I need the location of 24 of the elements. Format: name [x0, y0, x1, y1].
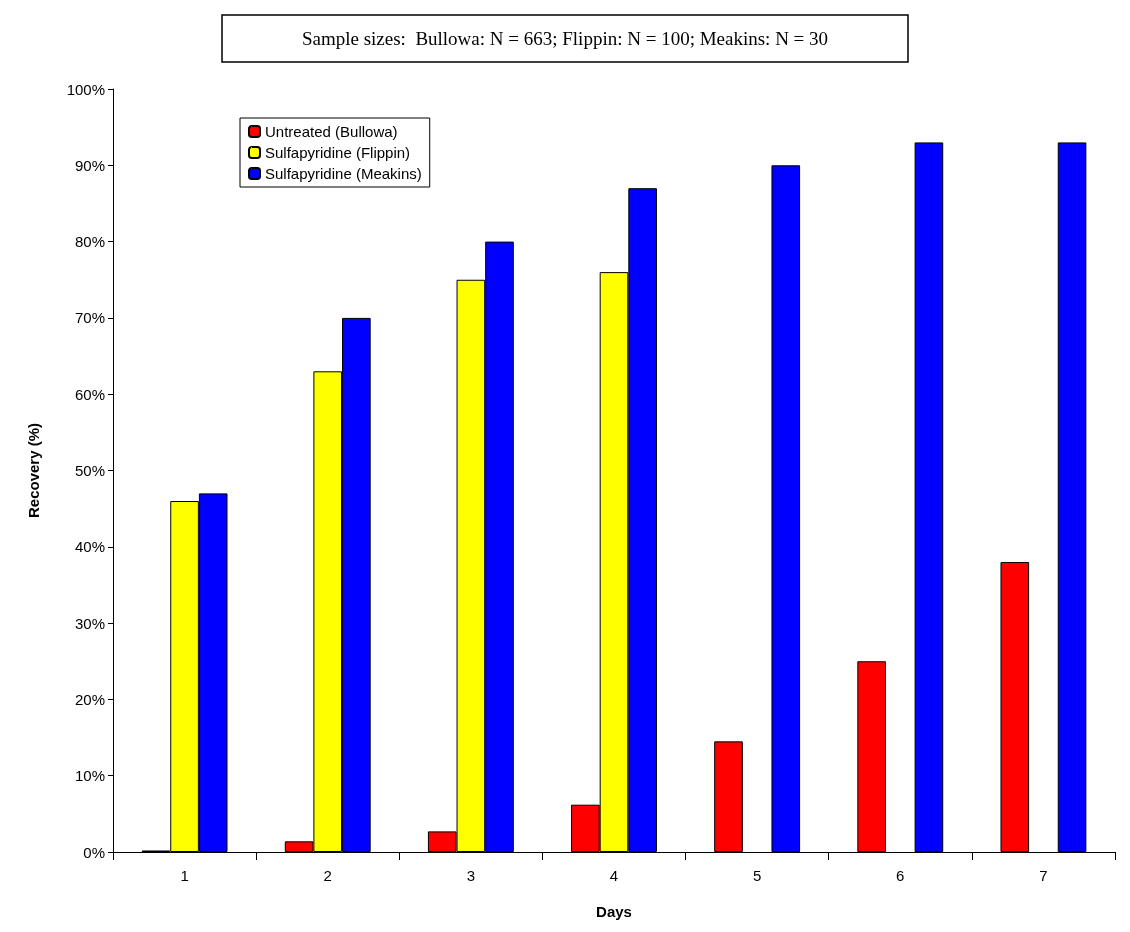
- y-tick-label: 50%: [74, 462, 105, 479]
- y-tick-label: 80%: [74, 233, 105, 251]
- x-tick-label: 6: [896, 867, 905, 884]
- y-tick-label: 90%: [74, 156, 105, 174]
- legend-label: Sulfapyridine (Flippin): [265, 144, 411, 161]
- y-axis-title: Recovery (%): [25, 422, 42, 519]
- x-tick-label: 2: [323, 867, 332, 884]
- y-tick-label: 0%: [83, 843, 105, 861]
- x-tick-label: 3: [466, 867, 476, 884]
- y-tick-label: 70%: [74, 309, 105, 327]
- x-tick-label: 5: [752, 867, 762, 884]
- y-tick-label: 60%: [74, 385, 105, 403]
- y-tick-label: 30%: [74, 614, 105, 632]
- y-tick-label: 100%: [66, 80, 105, 98]
- x-tick-label: 4: [609, 867, 619, 884]
- x-axis-title: Days: [596, 903, 632, 920]
- y-tick-label: 40%: [74, 538, 105, 556]
- x-tick-label: 1: [180, 867, 189, 884]
- legend-label: Untreated (Bullowa): [265, 123, 398, 140]
- y-tick-label: 10%: [74, 767, 105, 785]
- x-tick-label: 7: [1039, 867, 1048, 884]
- chart-title: Sample sizes: Bullowa: N = 663; Flippin: N = 100; Meakins: N = 30: [301, 28, 829, 49]
- legend-label: Sulfapyridine (Meakins): [265, 165, 422, 182]
- y-tick-label: 20%: [74, 690, 105, 708]
